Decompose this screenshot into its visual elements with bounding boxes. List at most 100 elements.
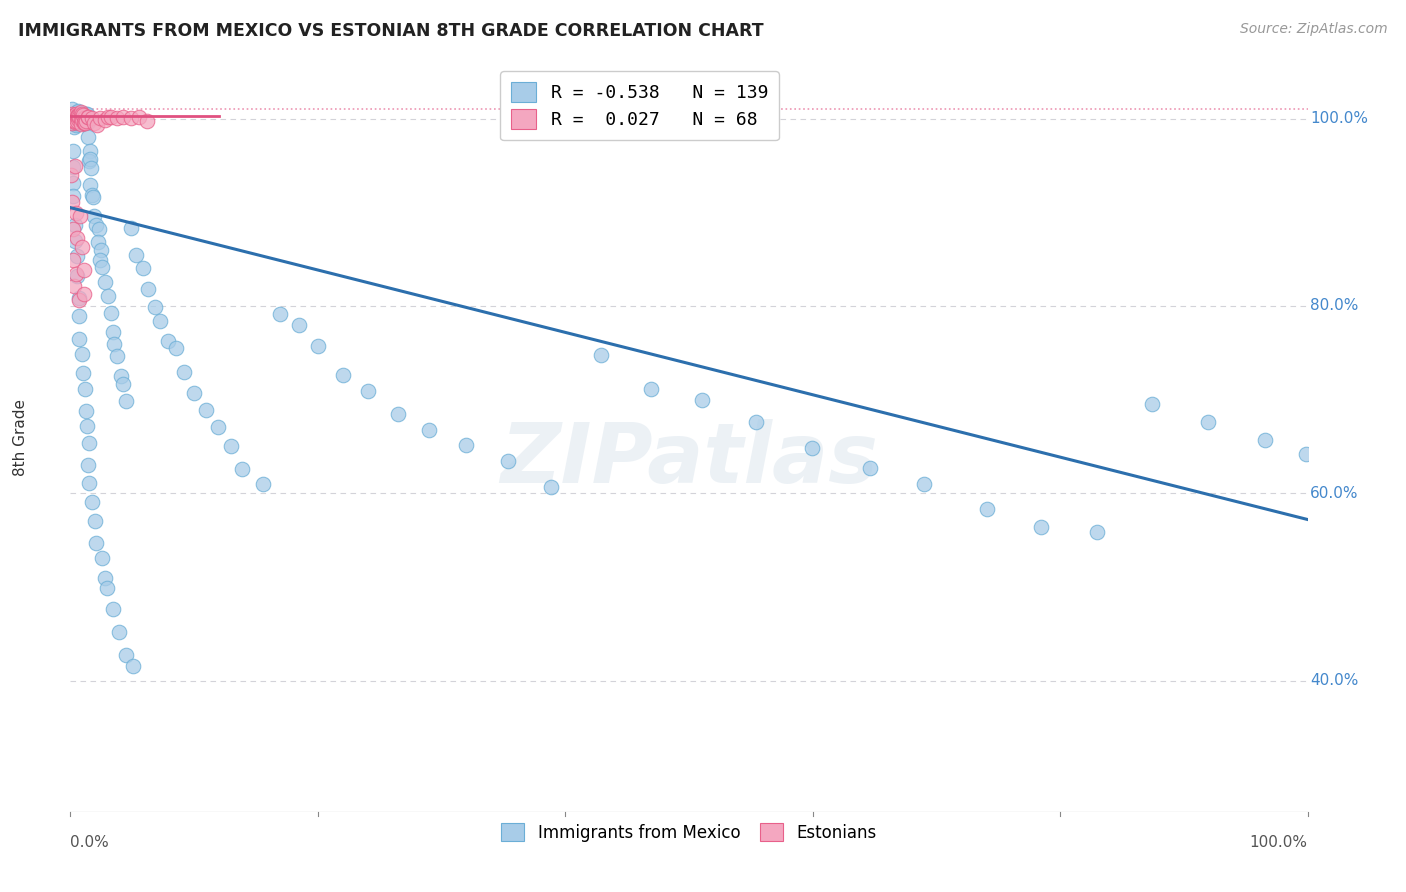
Point [62, 109, 84, 123]
Point [976, 502, 998, 516]
Text: Source: ZipAtlas.com: Source: ZipAtlas.com [1240, 22, 1388, 37]
Point [60, 107, 83, 121]
Legend: Immigrants from Mexico, Estonians: Immigrants from Mexico, Estonians [494, 816, 884, 848]
Point [62, 113, 84, 128]
Point [72, 111, 94, 125]
Point [112, 377, 135, 392]
Point [72, 116, 94, 130]
Point [108, 625, 131, 640]
Point [86, 118, 108, 132]
Point [69, 115, 91, 129]
Point [73, 112, 96, 126]
Point [83, 514, 105, 528]
Point [138, 282, 160, 296]
Point [66, 114, 89, 128]
Point [62, 221, 84, 235]
Point [63, 111, 86, 125]
Point [75, 113, 97, 128]
Point [72, 366, 94, 380]
Point [219, 439, 242, 453]
Point [332, 368, 354, 382]
Point [76, 129, 98, 144]
Point [418, 423, 440, 437]
Point [76, 419, 98, 434]
Point [70, 112, 93, 127]
Point [60, 195, 83, 210]
Point [63, 112, 86, 127]
Point [62, 189, 84, 203]
Point [745, 415, 768, 429]
Point [70, 105, 93, 120]
Point [76, 107, 98, 121]
Point [70, 110, 93, 124]
Point [66, 114, 89, 128]
Point [65, 111, 87, 125]
Point [79, 153, 101, 167]
Point [70, 347, 93, 361]
Point [73, 287, 96, 301]
Point [65, 118, 87, 132]
Point [62, 253, 84, 268]
Point [60, 110, 83, 124]
Point [1295, 447, 1317, 461]
Point [66, 105, 89, 120]
Point [65, 112, 87, 126]
Point [63, 112, 86, 127]
Point [72, 112, 94, 126]
Point [59, 111, 82, 125]
Point [66, 249, 89, 263]
Point [63, 111, 86, 125]
Point [103, 336, 125, 351]
Point [1085, 525, 1108, 540]
Point [70, 105, 93, 120]
Point [65, 113, 87, 128]
Point [66, 112, 89, 126]
Point [66, 109, 89, 123]
Point [67, 108, 90, 122]
Point [97, 289, 120, 303]
Point [83, 115, 105, 129]
Point [84, 536, 107, 550]
Point [67, 309, 90, 323]
Point [97, 111, 120, 125]
Point [157, 334, 180, 349]
Point [194, 402, 217, 417]
Point [60, 116, 83, 130]
Point [269, 308, 291, 322]
Point [83, 210, 105, 224]
Point [67, 293, 90, 308]
Point [120, 220, 142, 235]
Point [94, 275, 117, 289]
Point [120, 111, 142, 125]
Point [80, 111, 103, 125]
Point [73, 116, 96, 130]
Point [640, 382, 662, 396]
Point [387, 408, 409, 422]
Point [76, 458, 98, 472]
Point [75, 383, 97, 397]
Point [75, 116, 97, 130]
Point [80, 161, 103, 176]
Point [82, 188, 104, 202]
Point [69, 210, 91, 224]
Text: 8th Grade: 8th Grade [13, 399, 28, 475]
Point [496, 453, 519, 467]
Point [65, 115, 87, 129]
Point [62, 176, 84, 190]
Point [66, 231, 89, 245]
Point [67, 332, 90, 346]
Point [125, 248, 148, 262]
Point [89, 112, 111, 126]
Point [690, 393, 713, 408]
Point [67, 110, 90, 124]
Point [1254, 433, 1277, 447]
Point [67, 114, 90, 128]
Point [65, 116, 87, 130]
Point [60, 113, 83, 128]
Point [65, 219, 87, 233]
Point [62, 160, 84, 174]
Point [60, 169, 83, 183]
Point [101, 602, 124, 616]
Point [60, 114, 83, 128]
Point [165, 341, 187, 355]
